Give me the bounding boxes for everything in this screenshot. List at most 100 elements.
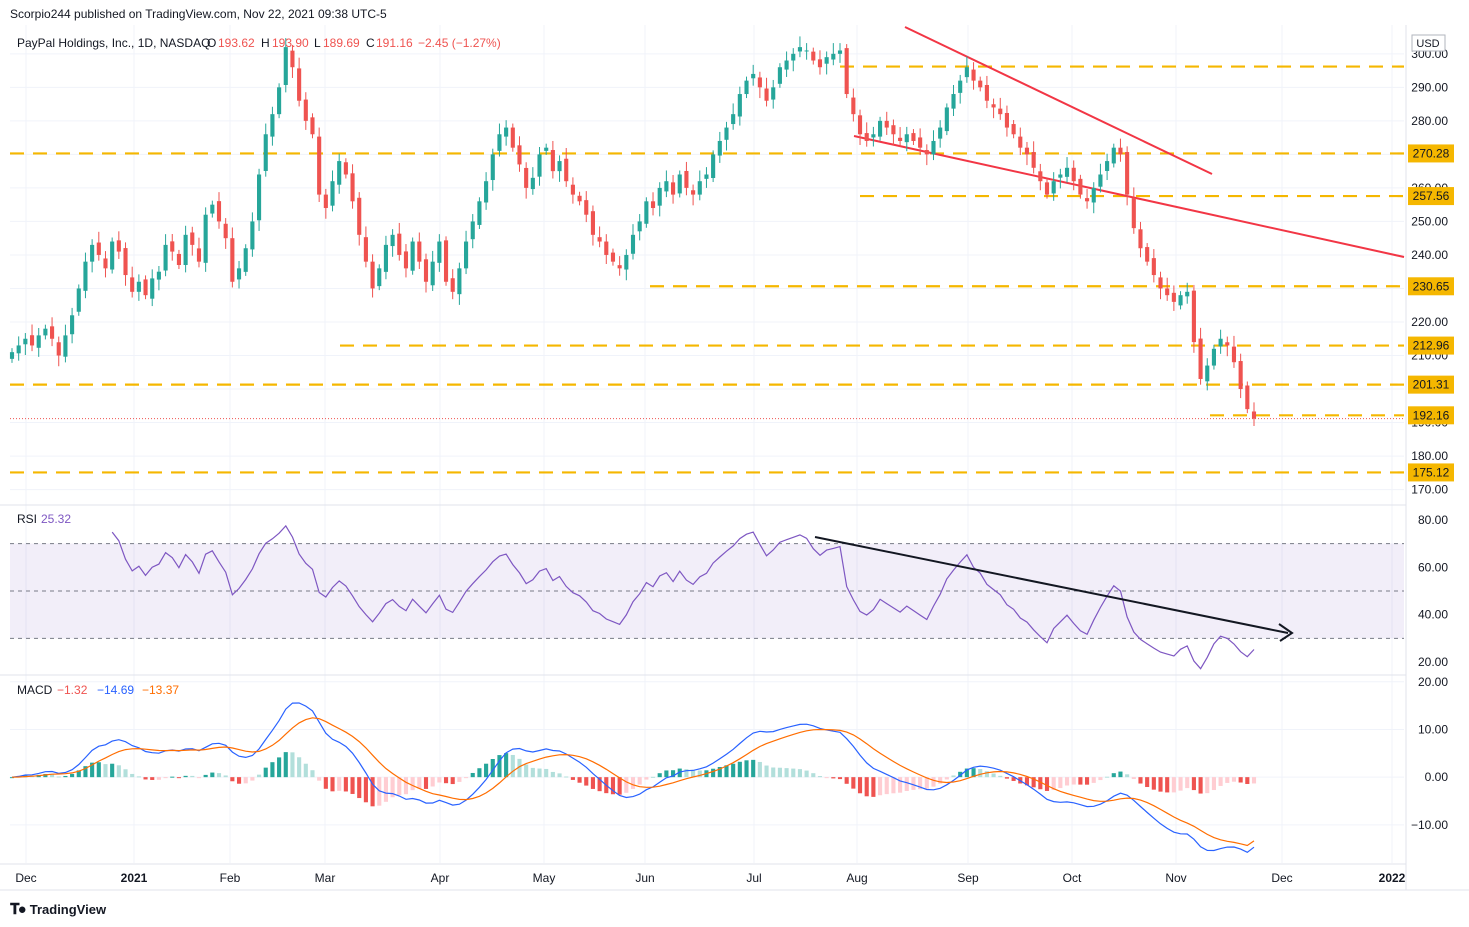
candle-body xyxy=(978,80,983,88)
price-axis: Dec 2021 Feb Mar Apr May Jun Jul Aug Sep Oct Nov Dec… xyxy=(15,47,1454,885)
macd-panel xyxy=(9,702,1257,853)
candle-body xyxy=(1185,291,1190,297)
macd-hist-bar xyxy=(170,776,175,778)
candle-body xyxy=(1171,292,1176,302)
currency-badge[interactable] xyxy=(1411,34,1446,52)
macd-hist-bar xyxy=(630,777,636,789)
macd-hist-bar xyxy=(878,777,883,796)
candle-body xyxy=(1238,361,1243,390)
candle-body xyxy=(1111,147,1116,164)
macd-hist-bar xyxy=(1245,777,1250,784)
high-label: H xyxy=(261,36,270,50)
candle-body xyxy=(63,335,68,357)
candle-body xyxy=(744,80,749,95)
low-value: 189.69 xyxy=(323,36,360,50)
macd-hist-bar xyxy=(544,768,549,778)
macd-signal-line xyxy=(11,717,1255,847)
macd-hist-bar xyxy=(864,777,869,797)
macd-hist-bar xyxy=(697,770,702,778)
macd-label: MACD xyxy=(17,683,53,697)
candle-body xyxy=(711,154,716,179)
macd-hist-bar xyxy=(884,777,889,795)
candle-body xyxy=(751,73,756,79)
level-price-label: 201.31 xyxy=(1413,378,1450,392)
macd-hist-bar xyxy=(443,777,449,784)
candle-body xyxy=(617,265,622,269)
macd-hist-bar xyxy=(63,775,68,778)
macd-hist-bar xyxy=(1111,773,1116,778)
pane-frames xyxy=(0,25,1469,891)
candle-body xyxy=(891,125,896,135)
level-price-tag xyxy=(1408,277,1454,296)
macd-hist-bar xyxy=(377,777,382,806)
macd-hist-bar xyxy=(817,776,823,778)
macd-hist-bar xyxy=(1011,777,1016,781)
macd-hist-bar xyxy=(724,765,729,778)
candle-body xyxy=(1231,346,1237,363)
candle-body xyxy=(170,241,175,252)
candle-body xyxy=(624,254,629,270)
candle-body xyxy=(377,268,382,287)
x-tick-label: Jun xyxy=(635,871,654,885)
macd-signal-value: −13.37 xyxy=(142,683,179,697)
candle-body xyxy=(630,234,636,254)
macd-hist-bar xyxy=(851,777,856,789)
high-value: 193.90 xyxy=(272,36,309,50)
macd-hist-bar xyxy=(50,774,55,778)
macd-hist-bar xyxy=(123,769,128,778)
macd-hist-bar xyxy=(1091,777,1096,783)
macd-hist-bar xyxy=(1178,777,1183,791)
macd-hist-bar xyxy=(190,775,195,778)
candle-body xyxy=(150,278,155,299)
candle-body xyxy=(310,117,315,135)
candle-body xyxy=(1051,181,1056,194)
candle-body xyxy=(250,221,255,250)
candle-body xyxy=(1198,338,1203,379)
macd-hist-bar xyxy=(637,777,642,785)
macd-hist-bar xyxy=(1105,776,1110,778)
candle-body xyxy=(504,127,509,137)
macd-hist-bar xyxy=(737,761,742,778)
macd-hist-bar xyxy=(510,754,515,778)
candle-body xyxy=(143,279,148,296)
level-price-label: 257.56 xyxy=(1413,189,1450,203)
macd-tick-label: 10.00 xyxy=(1418,722,1448,736)
macd-hist-bar xyxy=(757,761,762,778)
candle-body xyxy=(323,194,328,209)
candle-body xyxy=(1251,411,1257,419)
macd-hist-bar xyxy=(1138,777,1143,784)
macd-hist-bar xyxy=(1238,777,1243,783)
macd-hist-bar xyxy=(76,770,81,778)
candle-body xyxy=(604,241,609,255)
macd-hist-bar xyxy=(898,777,903,793)
candle-body xyxy=(390,234,395,247)
macd-hist-bar xyxy=(751,759,756,778)
candle-body xyxy=(610,252,616,262)
macd-hist-bar xyxy=(1191,777,1196,791)
candle-body xyxy=(16,345,21,354)
candle-body xyxy=(23,338,28,345)
candle-body xyxy=(363,237,368,262)
macd-hist-bar xyxy=(250,777,255,781)
candle-body xyxy=(1211,348,1216,366)
candle-body xyxy=(931,140,936,155)
candle-body xyxy=(156,271,161,280)
candle-body xyxy=(1044,182,1050,195)
candle-body xyxy=(998,108,1003,115)
macd-hist-bar xyxy=(958,771,963,778)
macd-hist-bar xyxy=(470,772,475,778)
macd-hist-bar xyxy=(410,777,415,791)
candle-body xyxy=(777,67,782,84)
candle-body xyxy=(704,174,709,179)
macd-hist-bar xyxy=(650,776,656,778)
macd-hist-bar xyxy=(216,773,222,778)
macd-line xyxy=(11,702,1255,853)
lower-trendline xyxy=(853,135,1405,258)
footer-brand[interactable]: 𝐓● TradingView xyxy=(10,901,106,918)
macd-hist-bar xyxy=(350,777,355,794)
candle-body xyxy=(130,277,135,292)
candle-body xyxy=(1165,288,1170,296)
macd-tick-label: −10.00 xyxy=(1411,818,1448,832)
x-tick-label: Apr xyxy=(431,871,450,885)
